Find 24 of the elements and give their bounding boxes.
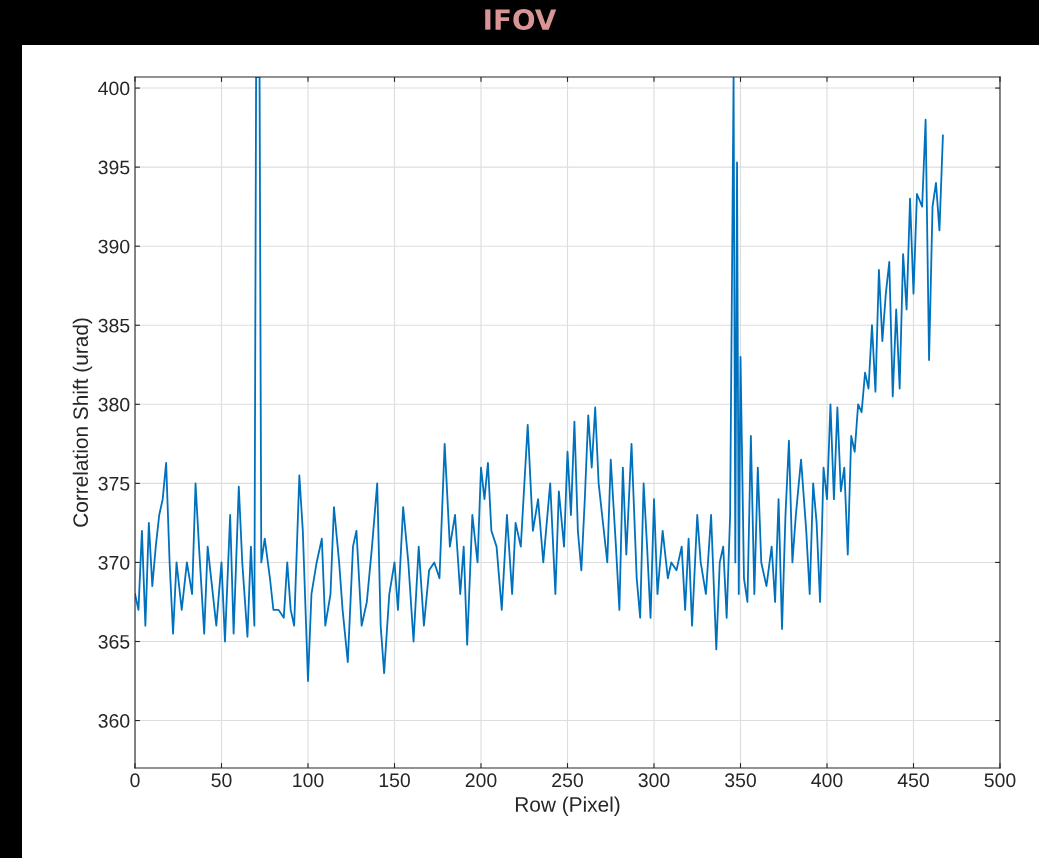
x-tick-label: 450 bbox=[897, 773, 929, 788]
y-tick-label: 390 bbox=[98, 239, 130, 254]
x-tick-label: 400 bbox=[811, 773, 843, 788]
y-tick-label: 380 bbox=[98, 397, 130, 412]
x-tick-label: 250 bbox=[552, 773, 583, 788]
x-tick-label: 350 bbox=[725, 773, 756, 788]
y-tick-label: 365 bbox=[98, 634, 130, 649]
x-tick-label: 150 bbox=[379, 773, 410, 788]
y-tick-label: 395 bbox=[98, 160, 130, 175]
x-tick-label: 300 bbox=[638, 773, 670, 788]
x-tick-label: 100 bbox=[293, 773, 324, 788]
y-tick-label: 360 bbox=[98, 714, 130, 728]
x-tick-label: 200 bbox=[465, 773, 497, 788]
y-tick-label: 400 bbox=[98, 81, 130, 96]
y-axis-title: Correlation Shift (urad) bbox=[72, 318, 93, 527]
y-tick-label: 370 bbox=[98, 555, 130, 570]
x-axis-title: Row (Pixel) bbox=[515, 796, 620, 816]
x-tick-label: 0 bbox=[130, 773, 140, 788]
chart-title: IFOV bbox=[485, 9, 557, 31]
y-tick-label: 375 bbox=[98, 476, 130, 491]
x-tick-label: 500 bbox=[984, 773, 1016, 788]
x-tick-label: 50 bbox=[211, 773, 232, 788]
line-series bbox=[135, 77, 944, 682]
y-tick-label: 385 bbox=[98, 318, 130, 333]
